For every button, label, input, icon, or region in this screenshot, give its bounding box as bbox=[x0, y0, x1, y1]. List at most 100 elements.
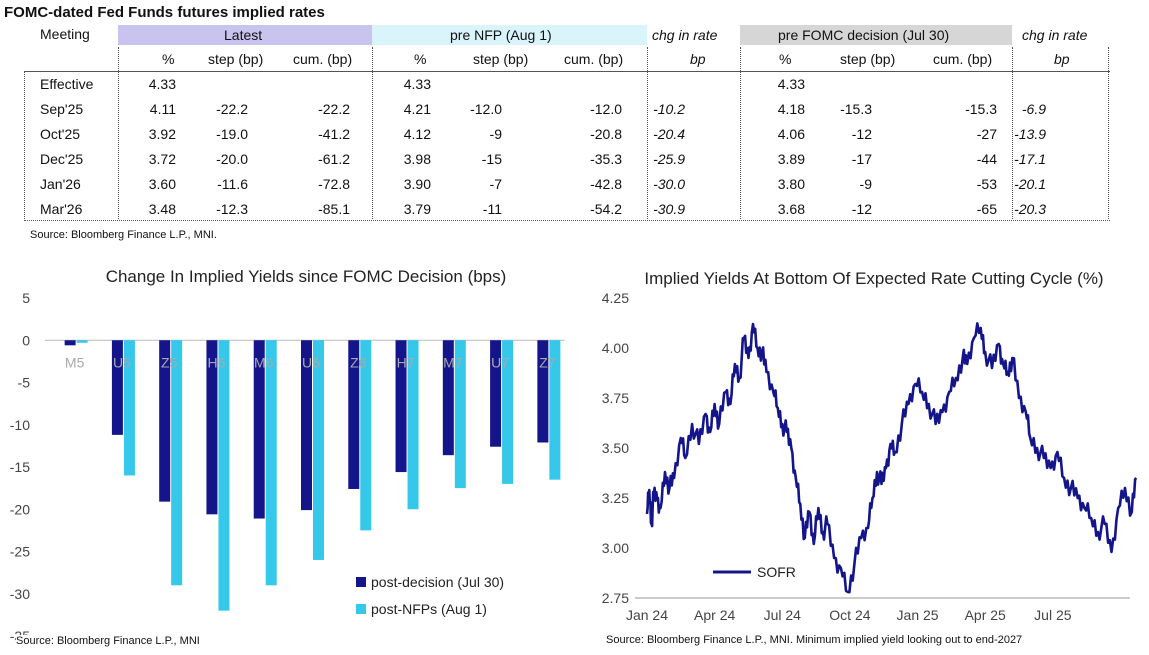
column-separator bbox=[24, 72, 25, 219]
legend-label-post-nfps: post-NFPs (Aug 1) bbox=[371, 601, 487, 617]
y-tick-label: 2.75 bbox=[602, 590, 629, 606]
line-chart-title: Implied Yields At Bottom Of Expected Rat… bbox=[644, 269, 1103, 288]
table-cell: -9 bbox=[489, 126, 502, 142]
subheader-4: step (bp) bbox=[473, 51, 529, 67]
table-cell: 4.12 bbox=[403, 126, 431, 142]
row-label: Jan'26 bbox=[40, 176, 81, 192]
bar-post-decision-Z5 bbox=[159, 340, 171, 502]
table-cell: -20.1 bbox=[1014, 176, 1046, 192]
table-cell: 3.68 bbox=[777, 201, 805, 217]
column-separator bbox=[1108, 47, 1109, 219]
table-cell: -44 bbox=[976, 151, 997, 167]
subheader-1: step (bp) bbox=[208, 51, 264, 67]
header-rule bbox=[24, 71, 1110, 72]
table-cell: 4.33 bbox=[403, 76, 431, 92]
line-chart-source: Source: Bloomberg Finance L.P., MNI. Min… bbox=[606, 634, 1023, 646]
table-cell: -19.0 bbox=[216, 126, 248, 142]
prefomc-header: pre FOMC decision (Jul 30) bbox=[778, 27, 950, 43]
y-tick-label: -20 bbox=[10, 501, 30, 517]
x-tick-label: Apr 25 bbox=[965, 607, 1006, 623]
table-cell: -15.3 bbox=[965, 101, 997, 117]
table-cell: -12.3 bbox=[216, 201, 248, 217]
category-label: H6 bbox=[208, 354, 226, 370]
y-tick-label: 3.50 bbox=[602, 440, 629, 456]
bar-post-nfps-H7 bbox=[407, 340, 419, 510]
x-tick-label: Apr 24 bbox=[694, 607, 735, 623]
bar-post-nfps-U5 bbox=[123, 340, 135, 476]
y-tick-label: 3.75 bbox=[602, 390, 629, 406]
table-cell: 3.48 bbox=[148, 201, 176, 217]
table-cell: -6.9 bbox=[1021, 101, 1046, 117]
column-separator bbox=[1012, 47, 1013, 219]
table-cell: 4.21 bbox=[403, 101, 431, 117]
table-cell: -27 bbox=[976, 126, 997, 142]
table-cell: -12.0 bbox=[590, 101, 622, 117]
row-label: Effective bbox=[40, 76, 94, 92]
line-legend: SOFR bbox=[713, 564, 796, 580]
prenfp-header-bg bbox=[372, 25, 647, 45]
column-separator bbox=[372, 47, 373, 219]
y-tick-label: 4.25 bbox=[602, 290, 629, 306]
row-label: Sep'25 bbox=[40, 101, 84, 117]
row-label: Oct'25 bbox=[40, 126, 81, 142]
table-cell: -10.2 bbox=[653, 101, 685, 117]
table-cell: -30.9 bbox=[653, 201, 685, 217]
subheader-2: cum. (bp) bbox=[293, 51, 353, 67]
table-cell: 4.18 bbox=[777, 101, 805, 117]
latest-header: Latest bbox=[224, 27, 263, 43]
table-cell: -20.8 bbox=[590, 126, 622, 142]
category-label: U7 bbox=[491, 354, 509, 370]
y-tick-label: 3.00 bbox=[602, 540, 629, 556]
table-cell: -12 bbox=[851, 201, 872, 217]
category-label: M5 bbox=[65, 354, 85, 370]
table-cell: -22.2 bbox=[216, 101, 248, 117]
table-cell: -11 bbox=[482, 201, 502, 217]
y-tick-label: 0 bbox=[22, 332, 30, 348]
table-cell: -72.8 bbox=[318, 176, 350, 192]
column-separator bbox=[740, 47, 741, 219]
bar-post-nfps-M5 bbox=[76, 340, 88, 343]
table-cell: -42.8 bbox=[590, 176, 622, 192]
bar-post-decision-M6 bbox=[253, 340, 265, 519]
table-cell: -17.1 bbox=[1014, 151, 1046, 167]
y-tick-label: -5 bbox=[18, 375, 31, 391]
legend-label-sofr: SOFR bbox=[757, 564, 796, 580]
bar-post-nfps-Z6 bbox=[360, 340, 372, 531]
table-cell: 3.90 bbox=[403, 176, 431, 192]
table-cell: 3.98 bbox=[403, 151, 431, 167]
table-cell: 3.72 bbox=[148, 151, 176, 167]
table-cell: 4.11 bbox=[149, 101, 176, 117]
prefomc-header-bg bbox=[740, 25, 1012, 45]
category-label: Z7 bbox=[539, 354, 556, 370]
table-cell: 4.06 bbox=[777, 126, 805, 142]
table-cell: 3.89 bbox=[777, 151, 805, 167]
table-cell: -22.2 bbox=[318, 101, 350, 117]
line-chart: Implied Yields At Bottom Of Expected Rat… bbox=[602, 269, 1138, 623]
bar-legend: post-decision (Jul 30) post-NFPs (Aug 1) bbox=[356, 574, 504, 617]
x-tick-label: Jul 24 bbox=[764, 607, 802, 623]
table-cell: -12.0 bbox=[470, 101, 502, 117]
subheader-9: cum. (bp) bbox=[933, 51, 993, 67]
category-label: H7 bbox=[397, 354, 415, 370]
table-cell: 3.79 bbox=[403, 201, 431, 217]
category-label: Z5 bbox=[161, 354, 178, 370]
table-cell: 4.33 bbox=[777, 76, 805, 92]
table-cell: -65 bbox=[976, 201, 997, 217]
y-tick-label: -15 bbox=[10, 459, 30, 475]
prenfp-header: pre NFP (Aug 1) bbox=[450, 27, 552, 43]
meeting-header: Meeting bbox=[40, 26, 90, 42]
table-cell: -25.9 bbox=[653, 151, 685, 167]
subheader-0: % bbox=[162, 51, 175, 67]
x-tick-label: Jan 25 bbox=[897, 607, 939, 623]
bar-post-decision-M7 bbox=[442, 340, 454, 456]
y-tick-label: -30 bbox=[10, 586, 30, 602]
column-separator bbox=[647, 47, 648, 219]
latest-header-bg bbox=[118, 25, 372, 45]
y-tick-label: 4.00 bbox=[602, 340, 629, 356]
bar-post-decision-U5 bbox=[111, 340, 123, 435]
table-cell: -41.2 bbox=[318, 126, 350, 142]
chg1-header: chg in rate bbox=[652, 27, 718, 43]
bar-post-decision-M5 bbox=[64, 340, 76, 346]
table-cell: -11.6 bbox=[217, 176, 248, 192]
legend-swatch-post-decision bbox=[356, 577, 366, 587]
